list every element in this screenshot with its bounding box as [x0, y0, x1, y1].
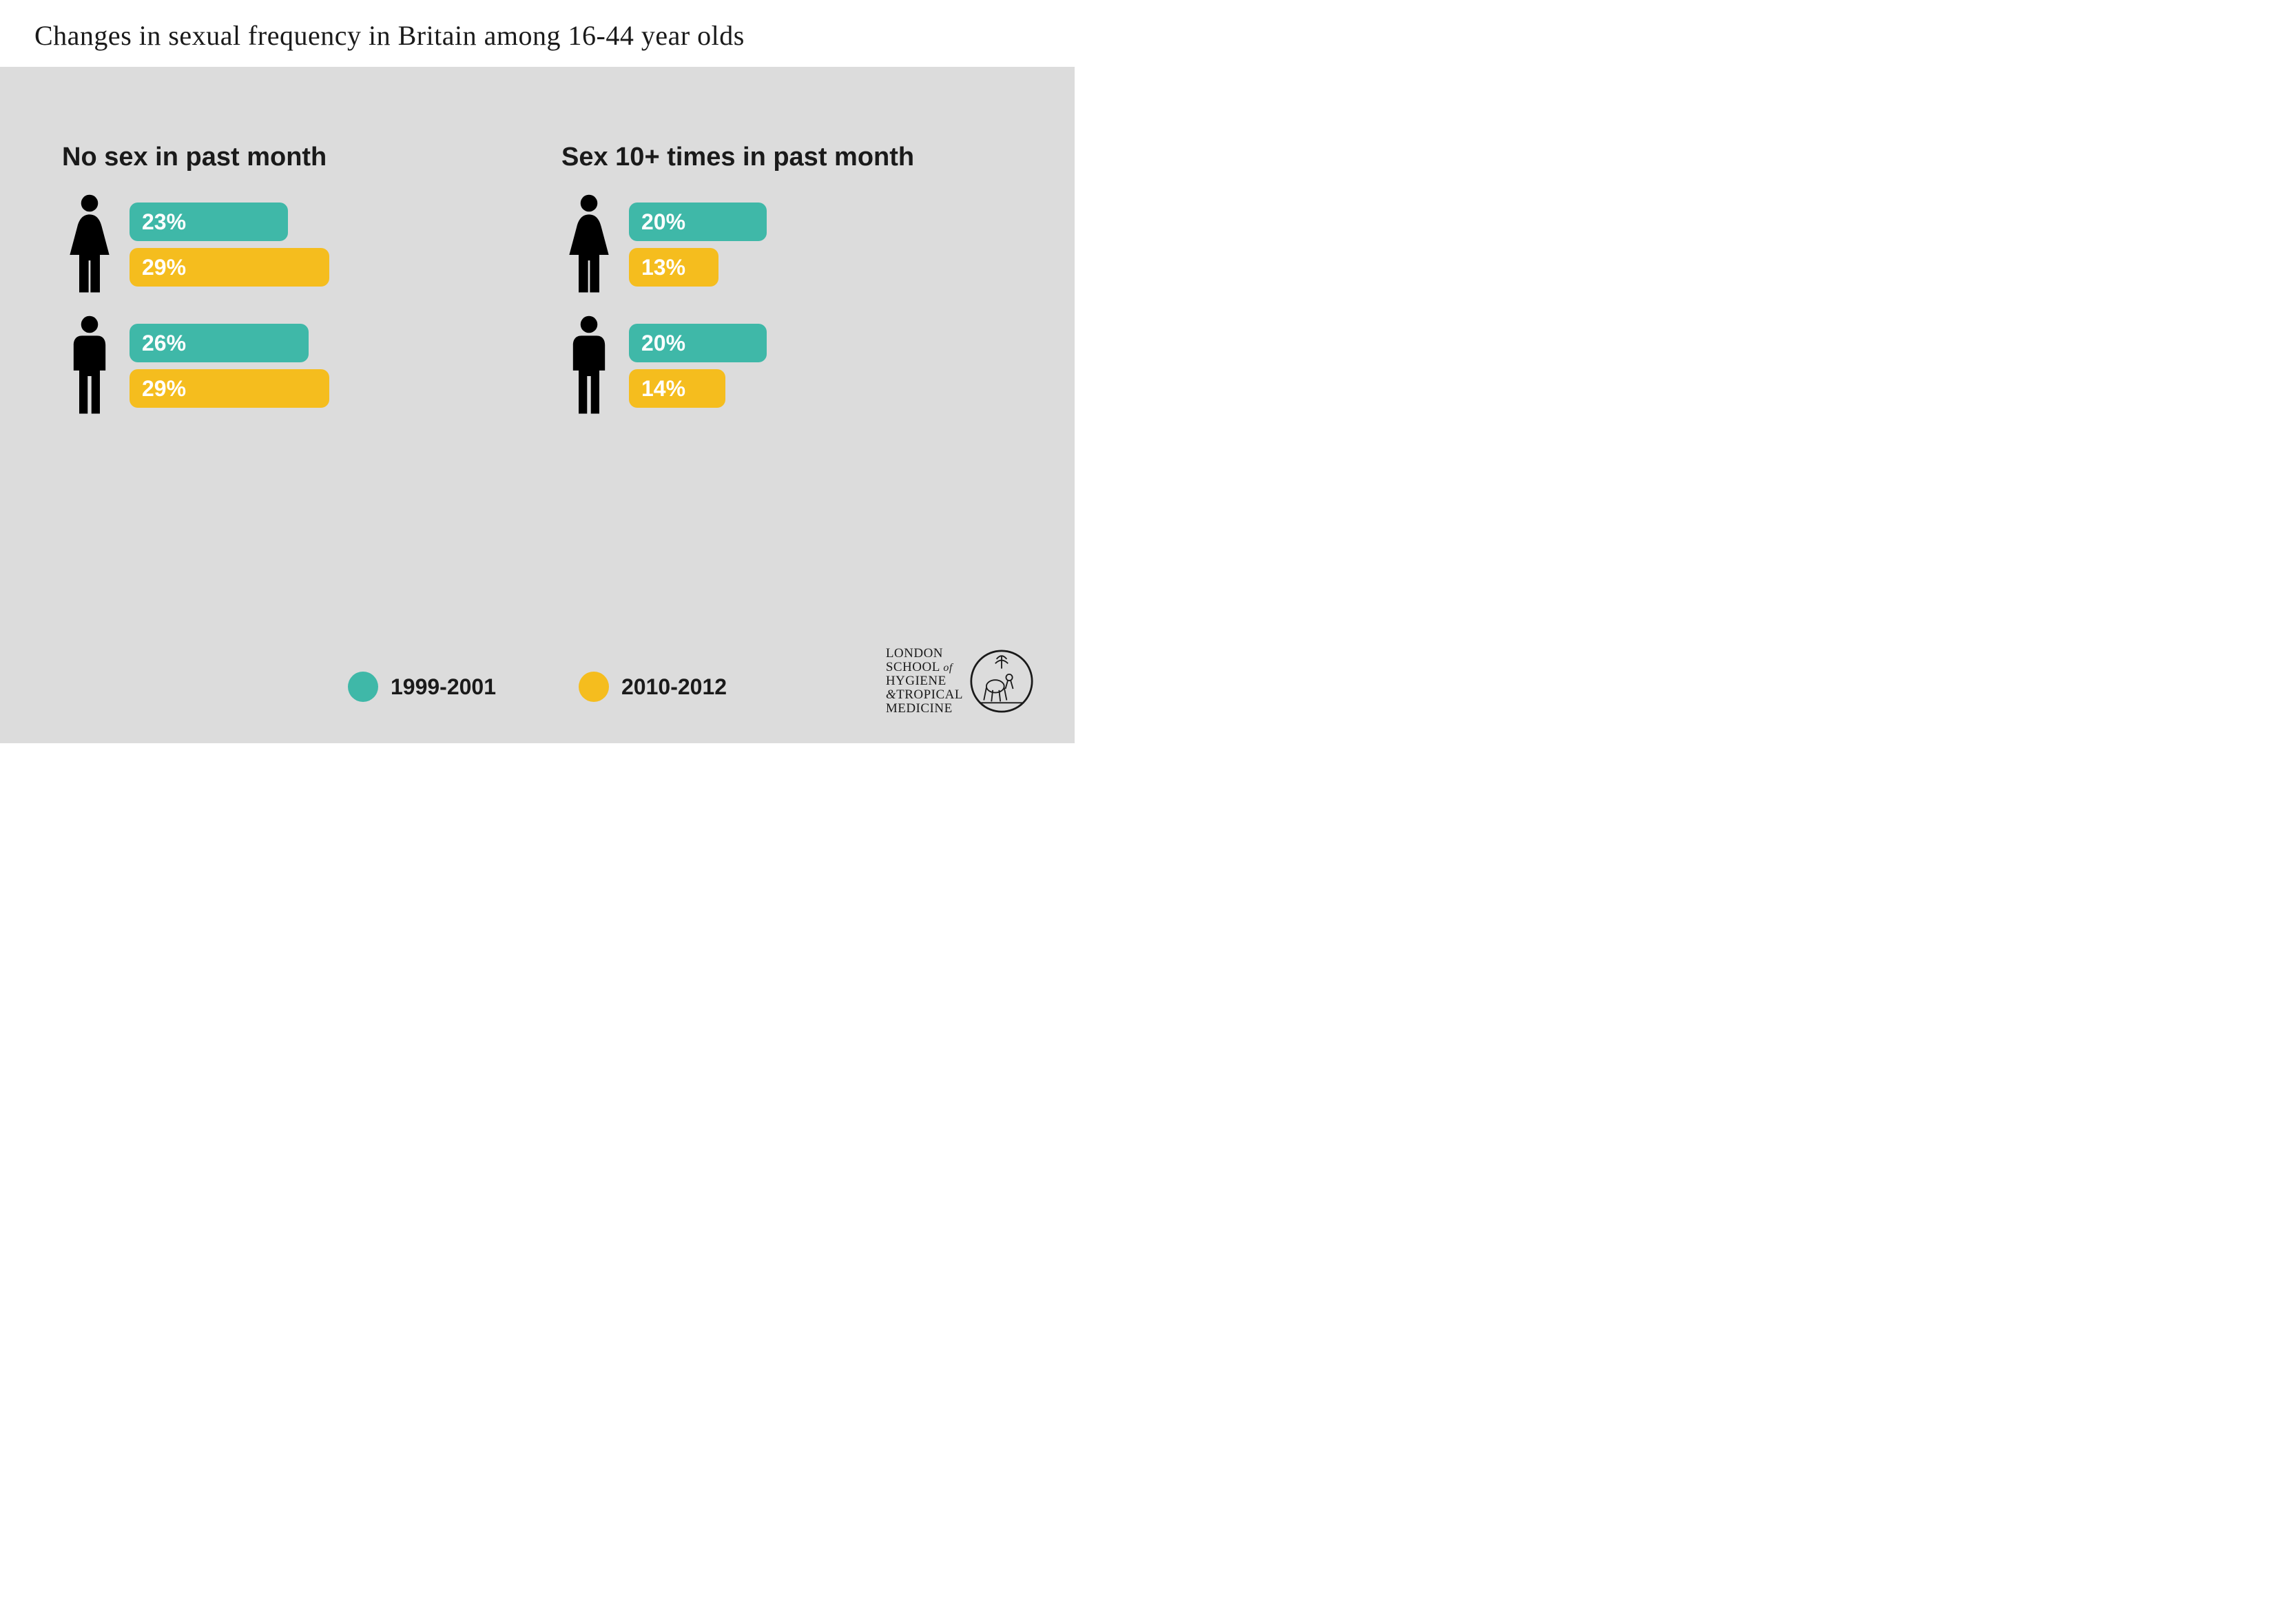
lshtm-logo: LONDON SCHOOL of HYGIENE &TROPICAL MEDIC…: [886, 647, 1033, 716]
sections-container: No sex in past month 23% 29%: [0, 143, 1075, 435]
section-sex-10plus: Sex 10+ times in past month 20% 13%: [561, 143, 1013, 435]
logo-line2a: SCHOOL: [886, 660, 940, 674]
section-no-sex: No sex in past month 23% 29%: [62, 143, 513, 435]
bars-group: 20% 14%: [629, 324, 767, 408]
male-icon: [561, 314, 617, 417]
bar-period-a: 23%: [130, 203, 288, 241]
bar-period-b: 29%: [130, 369, 329, 408]
bars-group: 26% 29%: [130, 324, 329, 408]
bar-period-b: 13%: [629, 248, 718, 287]
bar-period-a: 20%: [629, 203, 767, 241]
logo-line4b: TROPICAL: [896, 687, 963, 702]
title-band: Changes in sexual frequency in Britain a…: [0, 0, 1075, 67]
logo-line5: MEDICINE: [886, 701, 953, 716]
row-male: 26% 29%: [62, 314, 513, 417]
logo-seal-icon: [970, 650, 1033, 713]
legend-item-period-a: 1999-2001: [348, 672, 496, 702]
row-female: 20% 13%: [561, 193, 1013, 296]
row-female: 23% 29%: [62, 193, 513, 296]
bars-group: 23% 29%: [130, 203, 329, 287]
male-icon: [62, 314, 117, 417]
logo-text: LONDON SCHOOL of HYGIENE &TROPICAL MEDIC…: [886, 647, 963, 716]
legend-item-period-b: 2010-2012: [579, 672, 727, 702]
bars-group: 20% 13%: [629, 203, 767, 287]
logo-line3: HYGIENE: [886, 674, 947, 688]
bar-period-b: 29%: [130, 248, 329, 287]
bar-period-b: 14%: [629, 369, 725, 408]
page-title: Changes in sexual frequency in Britain a…: [34, 19, 1040, 52]
legend-dot-a: [348, 672, 378, 702]
legend-label-b: 2010-2012: [621, 674, 727, 700]
female-icon: [62, 193, 117, 296]
bar-period-a: 20%: [629, 324, 767, 362]
chart-area: No sex in past month 23% 29%: [0, 67, 1075, 743]
section-title: Sex 10+ times in past month: [561, 143, 1013, 172]
row-male: 20% 14%: [561, 314, 1013, 417]
female-icon: [561, 193, 617, 296]
logo-line4a: &: [886, 687, 896, 702]
legend-dot-b: [579, 672, 609, 702]
legend-label-a: 1999-2001: [391, 674, 496, 700]
logo-line2b: of: [943, 662, 952, 674]
section-title: No sex in past month: [62, 143, 513, 172]
bar-period-a: 26%: [130, 324, 309, 362]
logo-line1: LONDON: [886, 646, 943, 661]
